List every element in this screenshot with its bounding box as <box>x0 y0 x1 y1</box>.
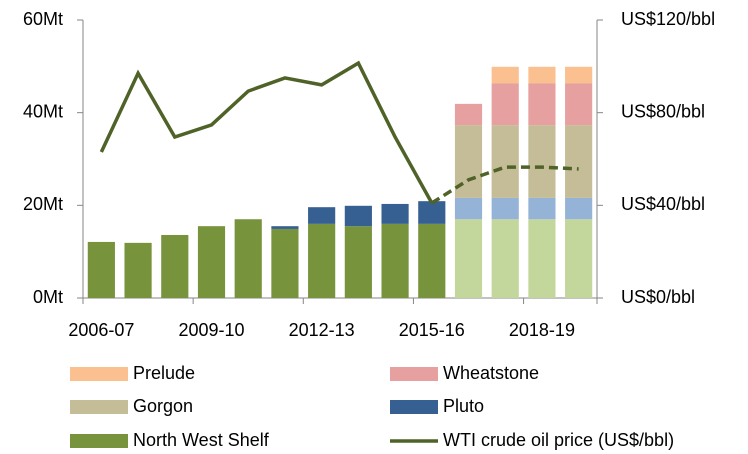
y-tick-label: 40Mt <box>23 101 63 121</box>
y2-tick-label: US$0/bbl <box>621 287 695 307</box>
bar <box>491 125 519 198</box>
legend-label: Wheatstone <box>443 363 539 383</box>
legend-swatch <box>70 367 128 381</box>
bar <box>565 83 593 126</box>
bar <box>565 197 593 220</box>
bar <box>454 197 483 220</box>
x-tick-label: 2015-16 <box>399 320 465 340</box>
legend-swatch <box>70 434 128 448</box>
bar <box>454 219 483 298</box>
x-tick-label: 2006-07 <box>68 320 134 340</box>
bar <box>308 207 336 224</box>
bar <box>528 66 556 84</box>
bar <box>528 83 556 126</box>
bar <box>528 197 556 220</box>
bar <box>418 223 446 298</box>
legend-swatch <box>390 367 438 381</box>
y-tick-label: 60Mt <box>23 9 63 29</box>
legend-label: WTI crude oil price (US$/bbl) <box>443 430 674 450</box>
x-tick-label: 2018-19 <box>509 320 575 340</box>
bar <box>491 219 519 298</box>
bar <box>161 234 189 298</box>
bar <box>308 223 336 298</box>
bar <box>491 83 519 126</box>
y2-tick-label: US$80/bbl <box>621 101 705 121</box>
bar <box>528 125 556 198</box>
bar <box>565 66 593 84</box>
y-tick-label: 20Mt <box>23 194 63 214</box>
bar <box>271 226 299 229</box>
legend-swatch <box>70 400 128 414</box>
y2-tick-label: US$40/bbl <box>621 194 705 214</box>
bar <box>381 223 409 298</box>
bar <box>124 242 152 298</box>
bar <box>271 228 299 298</box>
bar <box>344 226 372 298</box>
legend-label: Pluto <box>443 396 484 416</box>
y-tick-label: 0Mt <box>33 287 63 307</box>
price-line <box>99 60 434 204</box>
projected-price-line <box>430 165 579 205</box>
bar <box>197 226 226 298</box>
x-tick-label: 2009-10 <box>178 320 244 340</box>
x-tick-label: 2012-13 <box>289 320 355 340</box>
bar <box>491 197 519 220</box>
bar <box>528 219 556 298</box>
legend-label: Gorgon <box>133 396 193 416</box>
bar <box>491 66 519 84</box>
bar <box>565 219 593 298</box>
bar <box>344 205 372 227</box>
bar <box>234 219 262 298</box>
legend-label: Prelude <box>133 363 195 383</box>
bar <box>565 125 593 198</box>
bar <box>418 201 446 224</box>
legend-label: North West Shelf <box>133 430 270 450</box>
bar <box>454 103 483 126</box>
legend-swatch <box>390 400 438 414</box>
y2-tick-label: US$120/bbl <box>621 9 715 29</box>
bar <box>381 203 409 224</box>
bar <box>87 241 115 298</box>
